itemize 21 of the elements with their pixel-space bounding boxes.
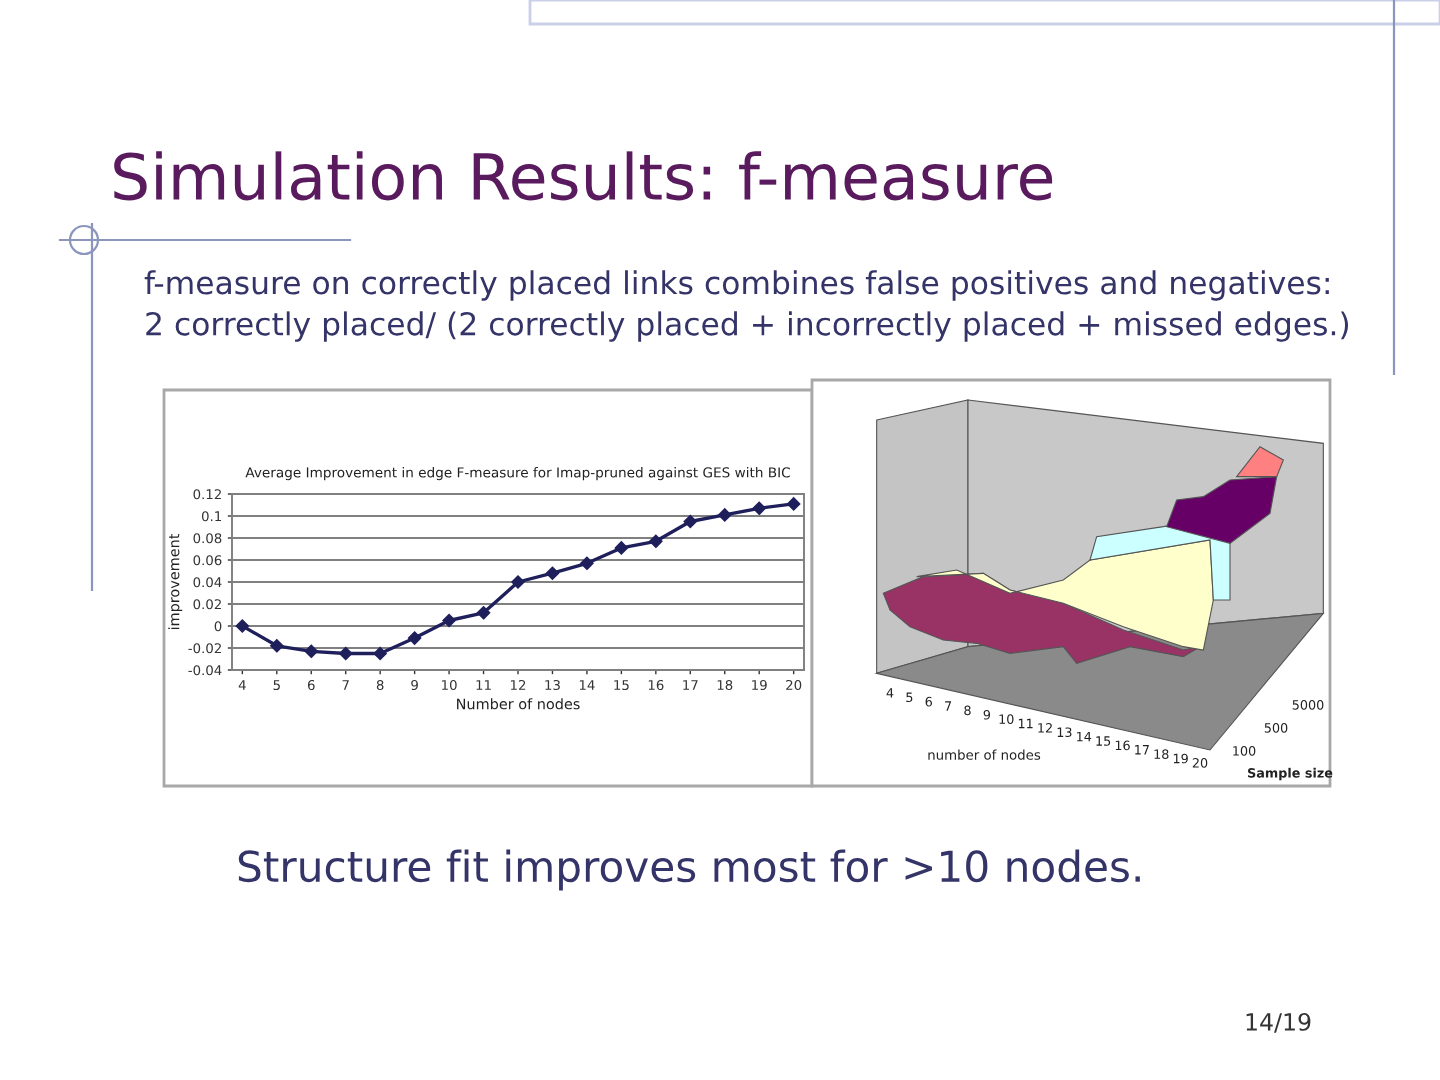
point bbox=[545, 566, 559, 580]
point bbox=[614, 541, 628, 555]
point bbox=[270, 639, 284, 653]
text: f-measure on correctly placed links combines false positives and negatives: 2 correctly placed/ (2 correctly placed + incorrectly placed + missed edges.) bbox=[144, 270, 1349, 342]
point bbox=[580, 556, 594, 570]
point bbox=[235, 619, 249, 633]
text: Simulation Results: f-measure bbox=[114, 151, 1053, 201]
point bbox=[408, 631, 422, 645]
point bbox=[752, 501, 766, 515]
point bbox=[649, 534, 663, 548]
text: 14/19 bbox=[1246, 1012, 1311, 1033]
point bbox=[718, 508, 732, 522]
point bbox=[477, 606, 491, 620]
point bbox=[304, 644, 318, 658]
point bbox=[339, 647, 353, 660]
point bbox=[373, 647, 387, 660]
text: Structure fit improves most for >10 nodes. bbox=[238, 849, 1140, 891]
point bbox=[787, 497, 801, 511]
point bbox=[683, 515, 697, 528]
point bbox=[511, 575, 525, 589]
point bbox=[442, 614, 456, 627]
